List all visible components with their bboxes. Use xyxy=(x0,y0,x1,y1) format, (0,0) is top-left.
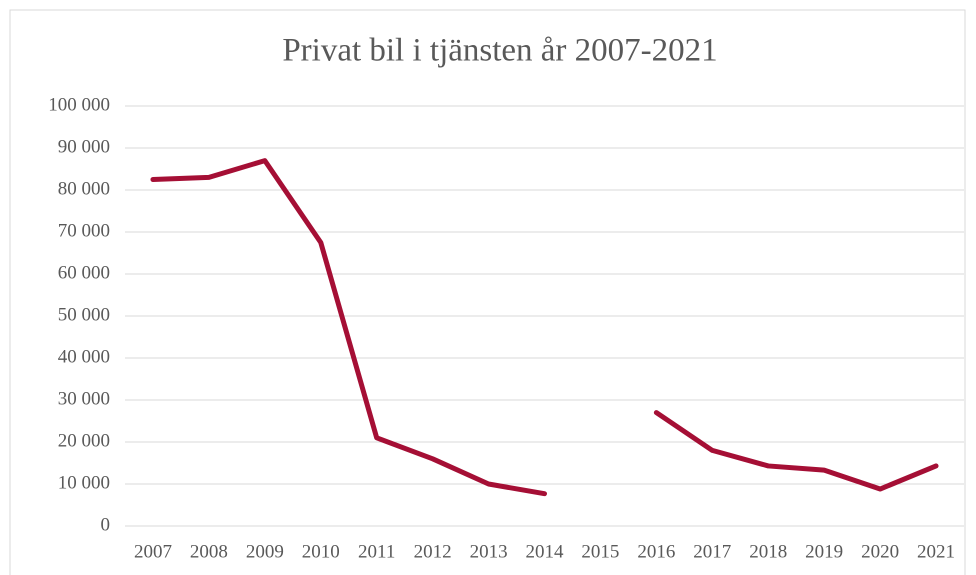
x-tick-label: 2021 xyxy=(917,541,955,562)
y-tick-label: 10 000 xyxy=(58,472,110,493)
y-tick-label: 0 xyxy=(101,514,111,535)
chart-title: Privat bil i tjänsten år 2007-2021 xyxy=(282,33,717,69)
x-tick-label: 2009 xyxy=(246,541,284,562)
y-tick-label: 70 000 xyxy=(58,220,110,241)
x-tick-label: 2014 xyxy=(526,541,565,562)
x-tick-label: 2010 xyxy=(302,541,340,562)
x-tick-label: 2018 xyxy=(749,541,787,562)
x-tick-label: 2011 xyxy=(358,541,395,562)
x-tick-label: 2016 xyxy=(637,541,675,562)
y-tick-label: 80 000 xyxy=(58,178,110,199)
y-tick-label: 90 000 xyxy=(58,136,110,157)
x-tick-label: 2015 xyxy=(581,541,619,562)
chart-border xyxy=(9,9,966,575)
x-tick-label: 2012 xyxy=(414,541,452,562)
x-tick-label: 2007 xyxy=(134,541,172,562)
y-tick-label: 100 000 xyxy=(48,94,110,115)
x-tick-label: 2013 xyxy=(470,541,508,562)
y-tick-label: 20 000 xyxy=(58,430,110,451)
x-tick-label: 2019 xyxy=(805,541,843,562)
line xyxy=(653,410,939,492)
y-tick-label: 60 000 xyxy=(58,262,110,283)
x-tick-label: 2017 xyxy=(693,541,731,562)
y-tick-label: 50 000 xyxy=(58,304,110,325)
x-tick-label: 2008 xyxy=(190,541,228,562)
x-tick-label: 2020 xyxy=(861,541,899,562)
y-tick-label: 30 000 xyxy=(58,388,110,409)
y-tick-label: 40 000 xyxy=(58,346,110,367)
line xyxy=(150,158,547,497)
